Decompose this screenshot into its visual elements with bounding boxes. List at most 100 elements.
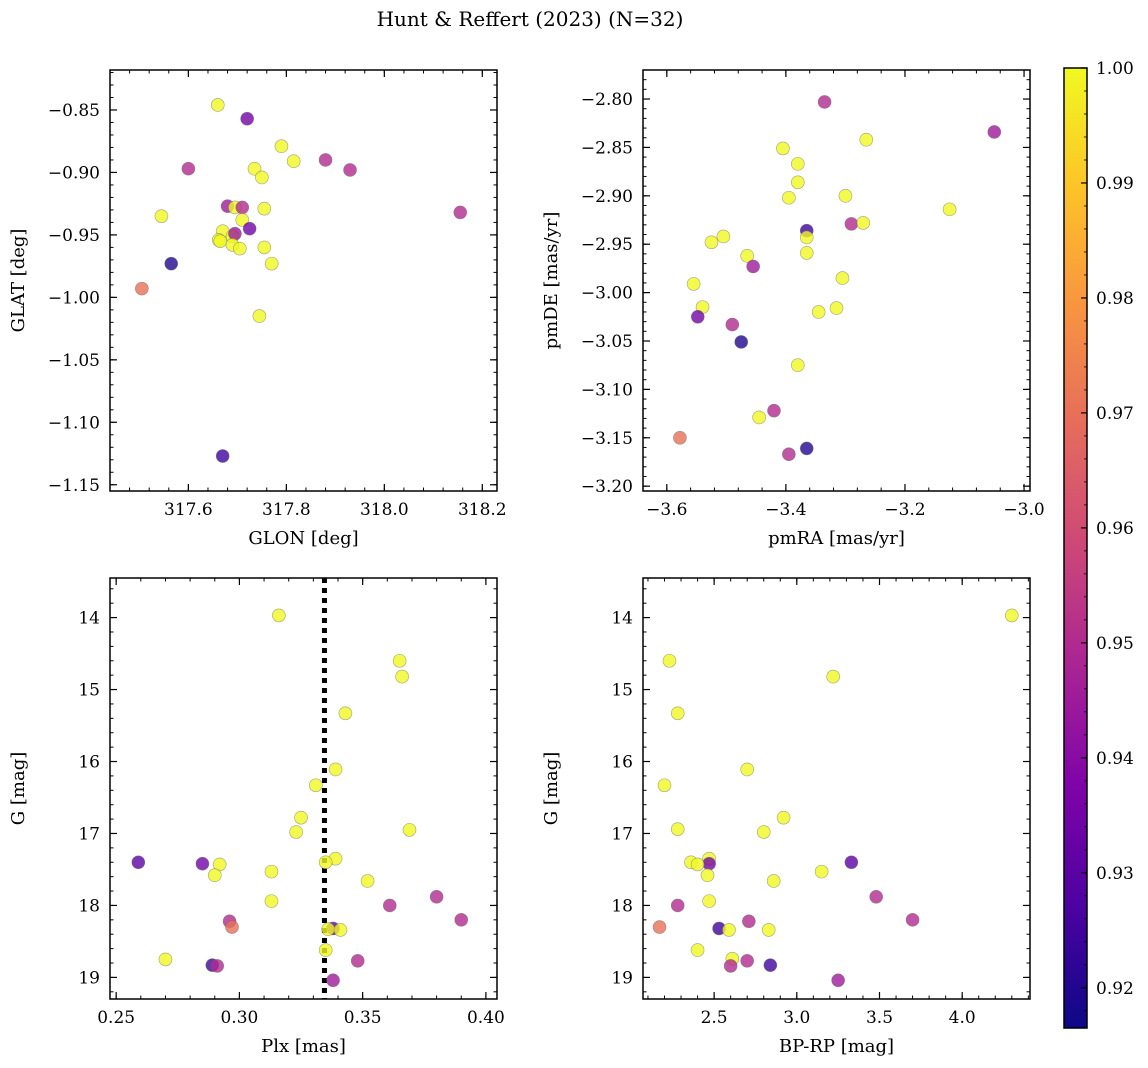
x-tick-label: 4.0 bbox=[949, 1008, 976, 1028]
data-point bbox=[782, 447, 796, 462]
data-point bbox=[686, 277, 701, 291]
data-point bbox=[740, 954, 754, 968]
x-axis-label: BP-RP [mag] bbox=[779, 1036, 894, 1057]
y-tick-label: −2.90 bbox=[581, 187, 633, 207]
data-point bbox=[673, 430, 687, 445]
y-tick-label: 16 bbox=[78, 753, 100, 773]
colorbar-tick-label: 0.95 bbox=[1096, 634, 1134, 654]
data-point bbox=[799, 441, 814, 456]
x-tick-label: 0.35 bbox=[344, 1008, 382, 1028]
data-point bbox=[235, 200, 250, 215]
data-point bbox=[286, 154, 301, 168]
data-point bbox=[225, 920, 239, 934]
data-point bbox=[382, 898, 397, 913]
data-point bbox=[343, 163, 357, 177]
x-axis-label: Plx [mas] bbox=[261, 1036, 346, 1057]
panel-bottom-left: 0.25 0.30 0.35 0.40 14 15 16 17 18 19 Plx [mas] G [… bbox=[8, 577, 505, 1057]
data-point bbox=[790, 175, 805, 190]
data-point bbox=[756, 825, 771, 839]
data-point bbox=[233, 241, 247, 256]
data-point bbox=[326, 973, 340, 988]
data-point bbox=[272, 608, 286, 623]
x-tick-label: 318.0 bbox=[360, 500, 409, 520]
data-point bbox=[213, 234, 228, 248]
data-point bbox=[700, 868, 715, 883]
data-point bbox=[670, 706, 685, 721]
data-point bbox=[766, 874, 781, 888]
data-point bbox=[395, 669, 409, 684]
data-point bbox=[264, 894, 279, 908]
data-point bbox=[453, 205, 468, 220]
data-point bbox=[228, 226, 242, 241]
y-tick-label: −0.85 bbox=[48, 101, 100, 121]
colorbar-tick-label: 0.94 bbox=[1096, 749, 1134, 769]
y-tick-label: −2.80 bbox=[581, 90, 633, 110]
y-tick-label: 16 bbox=[611, 753, 633, 773]
x-tick-label: 2.5 bbox=[701, 1008, 728, 1028]
data-point bbox=[723, 959, 738, 973]
data-point bbox=[799, 246, 814, 260]
data-point bbox=[811, 305, 826, 319]
data-point bbox=[869, 890, 883, 904]
y-tick-label: −2.95 bbox=[581, 235, 633, 255]
y-tick-label: 14 bbox=[611, 609, 633, 629]
colorbar-gradient bbox=[1063, 67, 1088, 1029]
x-tick-label: 3.5 bbox=[866, 1008, 893, 1028]
data-point bbox=[831, 973, 845, 988]
y-tick-label: −3.20 bbox=[581, 477, 633, 497]
y-tick-label: 17 bbox=[78, 824, 100, 844]
data-point bbox=[740, 249, 754, 263]
data-point bbox=[829, 301, 844, 315]
data-point bbox=[835, 271, 850, 285]
x-tick-label: −3.2 bbox=[884, 500, 925, 520]
data-point bbox=[318, 943, 333, 957]
data-point bbox=[716, 229, 731, 244]
colorbar-tick-label: 0.99 bbox=[1096, 174, 1134, 194]
y-tick-label: 17 bbox=[611, 824, 633, 844]
data-point bbox=[722, 923, 736, 937]
data-point bbox=[164, 256, 179, 271]
figure-title: Hunt & Reffert (2023) (N=32) bbox=[377, 7, 684, 31]
y-tick-label: −3.10 bbox=[581, 380, 633, 400]
data-point bbox=[767, 403, 781, 418]
axes-frame bbox=[642, 577, 1031, 1000]
data-point bbox=[725, 317, 740, 332]
data-point bbox=[742, 914, 756, 929]
data-point bbox=[247, 161, 262, 176]
data-point bbox=[690, 857, 705, 872]
data-point bbox=[670, 822, 685, 836]
data-point bbox=[942, 202, 957, 217]
data-point bbox=[702, 856, 716, 871]
x-axis-label: pmRA [mas/yr] bbox=[768, 528, 905, 549]
x-tick-label: 0.30 bbox=[220, 1008, 258, 1028]
data-point bbox=[215, 449, 230, 463]
y-tick-label: −2.85 bbox=[581, 138, 633, 158]
data-point bbox=[210, 98, 225, 112]
panel-top-left: 317.6 317.8 318.0 318.2 −0.85 −0.90 −0.95 −1.00… bbox=[8, 69, 507, 549]
y-tick-label: 14 bbox=[78, 609, 100, 629]
data-point bbox=[826, 669, 840, 684]
colorbar-tick-label: 0.92 bbox=[1096, 979, 1134, 999]
data-point bbox=[181, 161, 196, 176]
data-point bbox=[392, 653, 407, 668]
data-point bbox=[402, 823, 417, 837]
x-tick-label: −3.4 bbox=[765, 500, 806, 520]
data-point bbox=[207, 868, 222, 883]
data-point bbox=[702, 894, 716, 908]
data-point bbox=[1005, 608, 1019, 623]
data-point bbox=[294, 810, 308, 825]
data-point bbox=[242, 221, 257, 236]
data-point bbox=[131, 855, 146, 870]
data-point bbox=[690, 943, 705, 957]
colorbar-tick-label: 1.00 bbox=[1096, 59, 1134, 79]
data-point bbox=[318, 153, 333, 167]
y-axis-label: G [mag] bbox=[541, 752, 562, 825]
panel-top-right: −3.6 −3.4 −3.2 −3.0 −2.80 −2.85 −2.90 −2.95 −3.0… bbox=[541, 69, 1045, 549]
y-tick-label: 15 bbox=[78, 681, 100, 701]
data-point bbox=[859, 132, 874, 147]
data-point bbox=[328, 762, 343, 777]
colorbar-tick-label: 0.98 bbox=[1096, 289, 1134, 309]
data-point bbox=[790, 157, 805, 171]
data-point bbox=[257, 201, 272, 216]
colorbar-tick-label: 0.97 bbox=[1096, 404, 1134, 424]
